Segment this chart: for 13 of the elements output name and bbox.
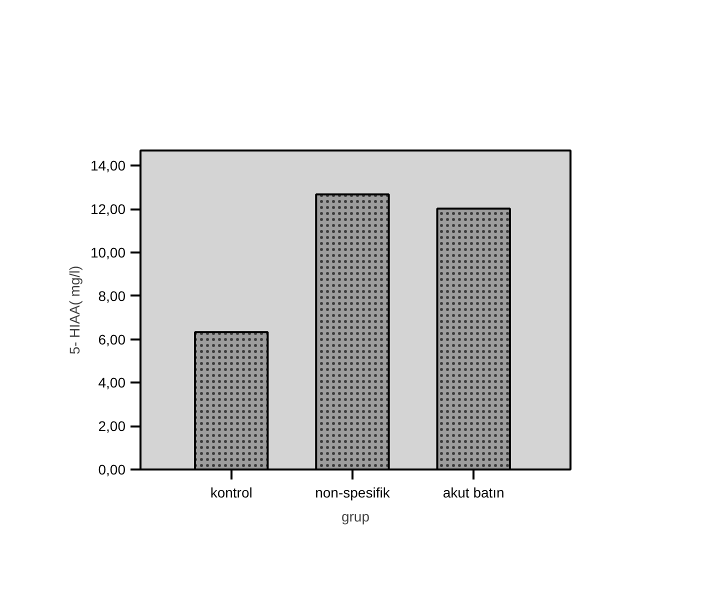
y-tick-label: 4,00 xyxy=(98,374,126,391)
x-tick-label: non-spesifik xyxy=(315,484,391,500)
x-tick-label: kontrol xyxy=(210,484,252,500)
y-tick-label: 10,00 xyxy=(90,244,126,260)
y-tick-label: 6,00 xyxy=(98,331,126,348)
y-tick-label: 0,00 xyxy=(98,462,126,478)
y-tick-label: 2,00 xyxy=(98,418,126,434)
y-tick-label: 14,00 xyxy=(90,158,126,174)
x-axis-title: grup xyxy=(341,508,370,524)
y-tick-label: 12,00 xyxy=(90,201,126,218)
x-tick-label: akut batın xyxy=(442,484,504,500)
y-axis-title: 5- HIAA( mg/l) xyxy=(66,266,82,354)
y-tick-label: 8,00 xyxy=(98,288,126,304)
